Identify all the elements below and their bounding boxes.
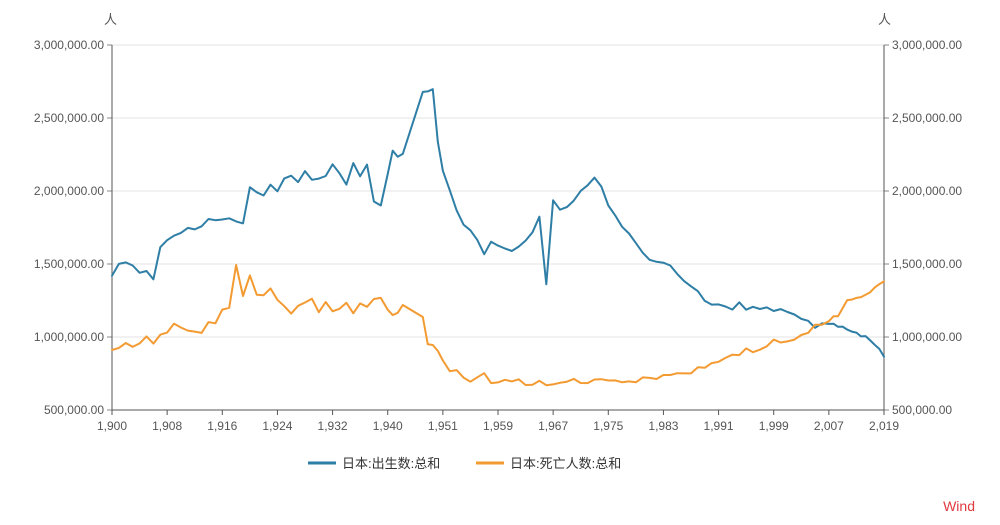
y-tick-label-right: 500,000.00 [892, 403, 952, 417]
y-tick-label-left: 1,000,000.00 [34, 330, 104, 344]
x-tick-label: 1,908 [152, 419, 182, 433]
legend-label-births: 日本:出生数:总和 [342, 456, 440, 471]
x-tick-label: 1,940 [373, 419, 403, 433]
y-tick-label-left: 3,000,000.00 [34, 38, 104, 52]
x-tick-label: 1,924 [262, 419, 292, 433]
x-tick-label: 2,007 [814, 419, 844, 433]
x-tick-label: 1,916 [207, 419, 237, 433]
x-tick-label: 1,975 [593, 419, 623, 433]
y-tick-label-right: 2,500,000.00 [892, 111, 962, 125]
y-tick-label-left: 1,500,000.00 [34, 257, 104, 271]
series-line-deaths [111, 264, 885, 387]
y-tick-label-left: 2,000,000.00 [34, 184, 104, 198]
y-tick-label-left: 500,000.00 [44, 403, 104, 417]
x-tick-label: 1,983 [648, 419, 678, 433]
x-tick-label: 2,019 [869, 419, 899, 433]
right-unit-label: 人 [878, 12, 891, 27]
y-tick-label-right: 1,000,000.00 [892, 330, 962, 344]
x-tick-label: 1,959 [483, 419, 513, 433]
legend-label-deaths: 日本:死亡人数:总和 [510, 456, 621, 471]
series-line-births [111, 88, 885, 358]
grid-lines [112, 44, 884, 338]
x-tick-label: 1,900 [97, 419, 127, 433]
x-tick-label: 1,951 [428, 419, 458, 433]
x-tick-label: 1,932 [318, 419, 348, 433]
y-tick-label-right: 3,000,000.00 [892, 38, 962, 52]
legend: 日本:出生数:总和 日本:死亡人数:总和 [308, 456, 621, 471]
x-tick-label: 1,991 [704, 419, 734, 433]
y-tick-label-right: 2,000,000.00 [892, 184, 962, 198]
y-tick-label-right: 1,500,000.00 [892, 257, 962, 271]
source-label: Wind [943, 498, 975, 514]
left-unit-label: 人 [104, 12, 117, 27]
y-tick-label-left: 2,500,000.00 [34, 111, 104, 125]
x-tick-label: 1,999 [759, 419, 789, 433]
x-tick-label: 1,967 [538, 419, 568, 433]
series-lines [111, 88, 885, 387]
